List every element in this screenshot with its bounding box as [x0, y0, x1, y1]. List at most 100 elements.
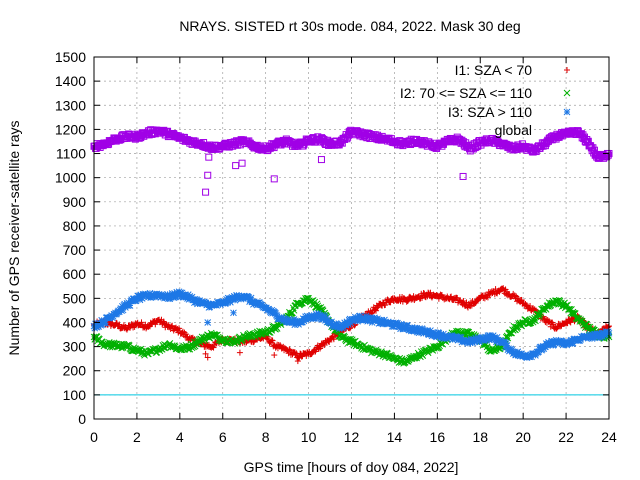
- data-point: [113, 319, 120, 326]
- data-point: [176, 325, 183, 332]
- data-point: [567, 319, 574, 326]
- y-tick-label: 400: [63, 314, 87, 330]
- data-point: [182, 331, 189, 338]
- data-point: [448, 293, 455, 300]
- data-point: [460, 298, 467, 305]
- data-point: [484, 294, 491, 301]
- x-tick-label: 6: [219, 429, 227, 445]
- data-point: [570, 310, 578, 317]
- data-point: [413, 354, 420, 362]
- data-point: [550, 321, 557, 328]
- y-tick-label: 1400: [55, 73, 86, 89]
- data-point: [378, 348, 385, 355]
- x-axis-label: GPS time [hours of doy 084, 2022]: [244, 459, 459, 475]
- data-point-outlier: [236, 349, 243, 356]
- legend: I1: SZA < 70 I2: 70 <= SZA <= 110 I3: SZA …: [400, 62, 571, 138]
- data-point: [152, 321, 159, 328]
- y-tick-label: 100: [63, 387, 87, 403]
- data-point-outlier: [202, 350, 209, 357]
- y-tick-label: 1100: [56, 146, 86, 162]
- data-point: [302, 295, 309, 302]
- data-point: [527, 302, 534, 309]
- data-point: [578, 317, 586, 325]
- series-1: [90, 294, 613, 367]
- data-point: [352, 321, 359, 328]
- data-point-outlier: [238, 159, 246, 167]
- x-tick-label: 14: [387, 429, 403, 445]
- y-tick-label: 200: [63, 363, 87, 379]
- y-tick-label: 500: [63, 290, 87, 306]
- y-tick-label: 1200: [55, 121, 86, 137]
- data-point: [138, 319, 145, 326]
- data-point: [587, 142, 595, 150]
- legend-marker: [563, 89, 571, 97]
- data-point: [113, 343, 121, 350]
- data-point: [373, 307, 380, 314]
- x-tick-label: 10: [301, 429, 317, 445]
- data-point: [398, 355, 406, 363]
- legend-label: I3: SZA > 110: [448, 104, 532, 120]
- data-point-outlier: [202, 188, 210, 196]
- data-point-outlier: [270, 175, 278, 183]
- data-point: [580, 133, 588, 141]
- data-point: [299, 142, 307, 150]
- data-marks: [90, 126, 613, 367]
- x-tick-label: 20: [515, 429, 531, 445]
- data-point: [430, 343, 437, 350]
- data-point: [269, 337, 276, 344]
- x-tick-label: 18: [472, 429, 488, 445]
- data-point: [123, 326, 130, 333]
- data-point: [427, 289, 434, 296]
- x-tick-label: 24: [601, 429, 617, 445]
- y-tick-label: 1300: [55, 97, 86, 113]
- data-point: [536, 311, 544, 318]
- data-point: [314, 342, 321, 349]
- x-tick-label: 16: [430, 429, 446, 445]
- data-point: [505, 141, 513, 149]
- x-tick-label: 12: [344, 429, 360, 445]
- data-point: [341, 333, 348, 341]
- data-point-outlier: [317, 156, 325, 164]
- data-point: [169, 322, 176, 329]
- data-point: [435, 295, 442, 302]
- data-point: [568, 310, 576, 318]
- data-point: [589, 144, 597, 152]
- data-point-outlier: [459, 172, 467, 180]
- data-point-outlier: [230, 309, 237, 317]
- data-point: [295, 355, 302, 362]
- data-point: [210, 344, 217, 351]
- x-tick-label: 8: [262, 429, 270, 445]
- data-point-outlier: [271, 352, 278, 359]
- y-tick-label: 300: [63, 339, 87, 355]
- y-tick-label: 1000: [55, 170, 86, 186]
- y-tick-label: 900: [63, 194, 87, 210]
- data-point-outlier: [205, 153, 213, 161]
- series-2: [90, 288, 613, 361]
- data-point: [604, 151, 612, 159]
- legend-label: global: [495, 122, 532, 138]
- data-point: [518, 296, 525, 303]
- data-point: [330, 334, 337, 341]
- data-point-outlier: [204, 319, 212, 326]
- data-point: [116, 321, 123, 328]
- x-tick-label: 22: [558, 429, 574, 445]
- y-tick-label: 1500: [55, 49, 86, 65]
- data-point: [387, 299, 394, 306]
- data-point: [330, 336, 337, 343]
- data-point: [221, 335, 229, 343]
- data-point: [303, 352, 310, 359]
- data-point: [326, 338, 333, 345]
- data-point: [272, 325, 279, 333]
- legend-label: I1: SZA < 70: [455, 62, 533, 78]
- data-point-outlier: [294, 358, 301, 365]
- x-tick-label: 4: [176, 429, 184, 445]
- data-point: [579, 131, 587, 139]
- data-point: [404, 297, 411, 304]
- y-tick-label: 700: [63, 242, 87, 258]
- data-point: [184, 345, 192, 353]
- y-tick-label: 600: [63, 266, 87, 282]
- data-point: [173, 133, 181, 141]
- data-point: [343, 135, 351, 143]
- y-tick-label: 800: [63, 218, 87, 234]
